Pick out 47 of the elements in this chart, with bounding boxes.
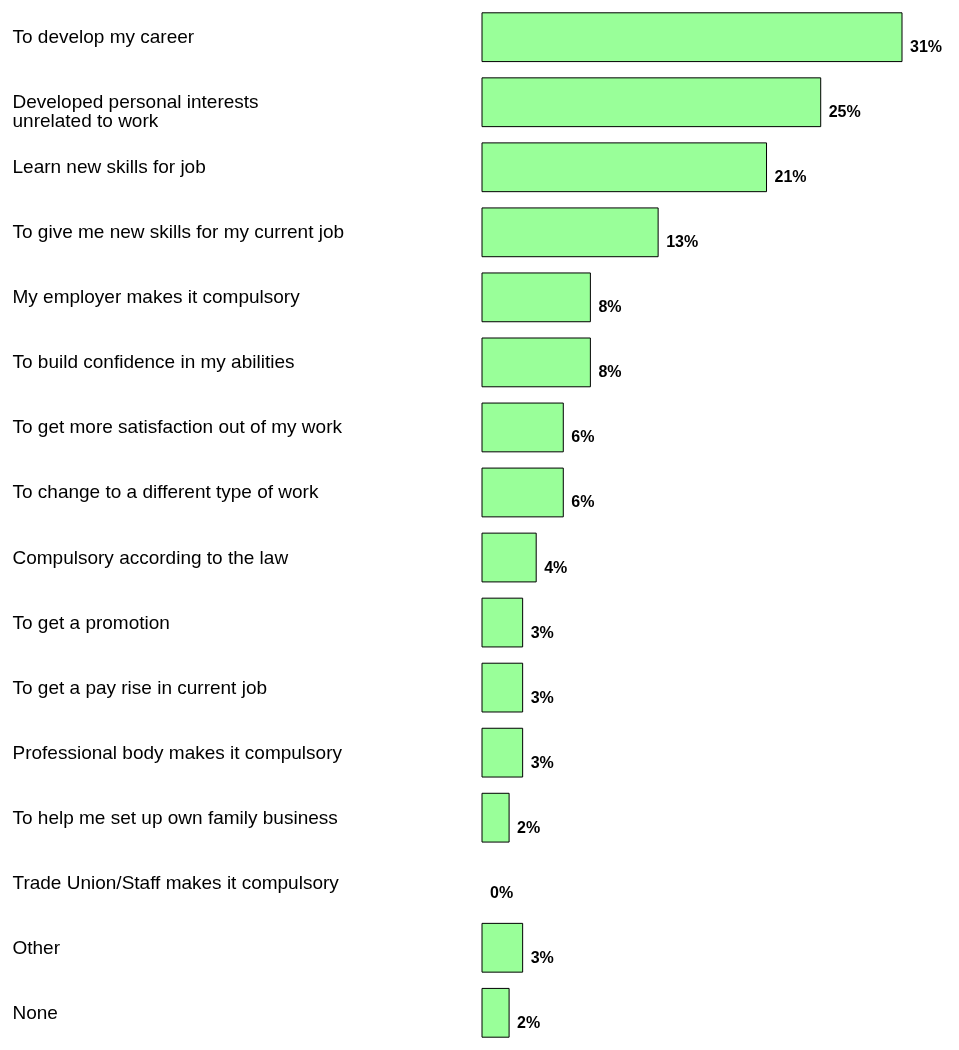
data-label: 3% (530, 948, 554, 966)
y-tick-label: To get a promotion (12, 611, 170, 633)
y-tick-label: Trade Union/Staff makes it compulsory (12, 871, 340, 893)
bar (481, 12, 903, 63)
y-tick-label: To change to a different type of work (12, 481, 319, 503)
y-tick-label: To build confidence in my abilities (12, 351, 295, 373)
data-label: 31% (910, 38, 943, 56)
y-tick-label: Other (12, 936, 61, 958)
y-tick-label: Professional body makes it compulsory (12, 741, 343, 763)
y-tick-label: None (12, 1001, 58, 1023)
bar (481, 922, 524, 973)
y-tick-label: To get a pay rise in current job (12, 676, 268, 698)
y-tick-label: Developed personal interests unrelated to work (12, 91, 259, 132)
bar (481, 597, 524, 648)
bar (481, 77, 822, 128)
data-label: 21% (774, 168, 807, 186)
data-label: 8% (598, 298, 622, 316)
y-tick-label: My employer makes it compulsory (12, 286, 301, 308)
y-tick-label: Learn new skills for job (12, 156, 206, 178)
data-label: 3% (530, 623, 554, 641)
y-tick-label: To get more satisfaction out of my work (12, 416, 343, 438)
data-label: 4% (544, 558, 568, 576)
bar (481, 337, 591, 388)
data-label: 2% (517, 1013, 541, 1031)
data-label: 2% (517, 818, 541, 836)
bar (481, 662, 524, 713)
bar (481, 987, 510, 1038)
data-label: 13% (666, 233, 699, 251)
bar (481, 207, 659, 258)
data-label: 6% (571, 428, 595, 446)
data-label: 3% (530, 753, 554, 771)
y-tick-label: To develop my career (12, 26, 195, 48)
data-label: 6% (571, 493, 595, 511)
bar (481, 402, 564, 453)
y-tick-label: To help me set up own family business (12, 806, 338, 828)
bar (481, 727, 524, 778)
data-label: 0% (490, 883, 514, 901)
bar (481, 792, 510, 843)
bar (481, 142, 768, 193)
data-label: 8% (598, 363, 622, 381)
bar (481, 467, 564, 518)
data-label: 3% (530, 688, 554, 706)
bar (481, 272, 591, 323)
bar (481, 532, 537, 583)
y-tick-label: Compulsory according to the law (12, 546, 289, 568)
data-label: 25% (828, 103, 861, 121)
y-tick-label: To give me new skills for my current job (12, 221, 345, 243)
